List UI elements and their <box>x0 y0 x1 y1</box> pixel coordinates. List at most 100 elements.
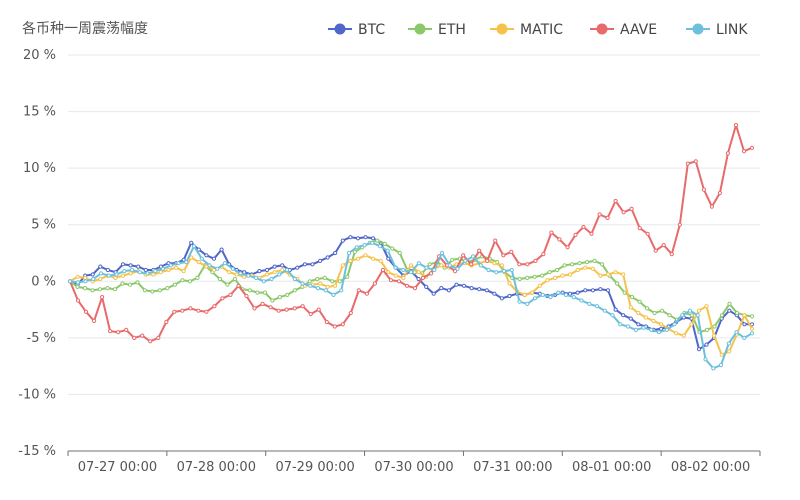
data-point <box>645 306 650 311</box>
legend-marker <box>596 23 608 35</box>
data-point <box>264 267 270 273</box>
data-point <box>718 362 724 368</box>
data-point <box>545 278 550 283</box>
data-point <box>501 269 507 274</box>
data-point <box>719 352 724 357</box>
legend-item-btc[interactable]: BTC <box>328 22 385 38</box>
data-point <box>90 288 95 293</box>
data-point <box>742 313 747 318</box>
data-point <box>703 357 708 362</box>
data-point <box>318 258 323 263</box>
data-point <box>712 333 717 338</box>
legend-item-matic[interactable]: MATIC <box>490 22 563 38</box>
data-point <box>129 267 135 273</box>
data-point <box>83 275 88 280</box>
data-point <box>672 322 677 327</box>
data-point <box>352 249 357 254</box>
data-point <box>345 274 350 279</box>
y-tick-label: 10 % <box>23 161 56 176</box>
data-point <box>247 288 252 293</box>
legend[interactable]: BTC ETH MATIC AAVE LINK <box>328 22 748 38</box>
data-point <box>530 290 535 295</box>
legend-item-aave[interactable]: AAVE <box>590 22 657 38</box>
data-point <box>180 308 185 313</box>
data-point <box>674 331 679 336</box>
data-point <box>310 262 315 267</box>
data-point <box>477 287 482 292</box>
x-tick-label: 08-02 00:00 <box>671 460 750 475</box>
data-point <box>583 288 588 293</box>
data-point <box>219 247 224 252</box>
data-point <box>356 288 361 293</box>
y-tick-label: -15 % <box>18 444 56 459</box>
y-tick-label: 5 % <box>31 218 56 233</box>
data-point <box>307 279 312 284</box>
data-point <box>272 270 277 275</box>
data-point <box>378 258 383 263</box>
data-point <box>114 272 119 277</box>
legend-label: ETH <box>438 22 466 38</box>
data-point <box>158 270 163 275</box>
data-point <box>187 279 192 284</box>
data-point <box>124 327 129 332</box>
data-point <box>667 313 672 318</box>
data-point <box>136 264 141 269</box>
data-point <box>641 325 646 330</box>
data-point <box>168 263 173 268</box>
data-point <box>431 291 436 296</box>
data-point <box>741 149 747 154</box>
data-point <box>734 330 739 335</box>
data-point <box>532 274 537 279</box>
data-point <box>140 333 145 338</box>
data-point <box>112 287 118 292</box>
data-point <box>105 267 111 273</box>
data-point <box>669 252 674 257</box>
data-point <box>446 288 451 293</box>
legend-label: BTC <box>358 22 385 38</box>
data-point <box>573 232 578 237</box>
data-point <box>661 243 666 248</box>
data-point <box>501 253 506 258</box>
data-point <box>689 322 694 327</box>
legend-item-link[interactable]: LINK <box>686 22 748 38</box>
legend-item-eth[interactable]: ETH <box>408 22 466 38</box>
data-point <box>590 288 596 293</box>
data-point <box>165 286 170 291</box>
data-point <box>727 308 732 313</box>
data-point <box>355 256 361 261</box>
data-point <box>453 269 458 274</box>
data-point <box>693 159 698 164</box>
series-link <box>67 240 755 371</box>
data-point <box>712 324 717 329</box>
data-point <box>105 286 110 291</box>
data-point <box>217 276 222 282</box>
data-point <box>615 281 620 286</box>
data-point <box>333 250 338 256</box>
data-point <box>549 230 554 235</box>
data-point <box>484 288 489 293</box>
data-point <box>348 258 353 263</box>
y-axis-ticks: -15 % -10 % -5 % 0 % 5 % 10 % 15 % 20 % <box>18 48 56 459</box>
data-point <box>348 235 353 240</box>
data-point <box>280 267 285 273</box>
x-tick-label: 07-27 00:00 <box>78 460 157 475</box>
data-point <box>228 292 233 297</box>
data-point <box>396 279 402 284</box>
data-point <box>469 286 474 291</box>
data-point <box>570 262 575 267</box>
data-point <box>181 269 186 274</box>
data-point <box>555 267 560 273</box>
data-point <box>709 204 715 209</box>
data-point <box>75 280 80 285</box>
data-point <box>719 313 725 318</box>
data-point <box>594 304 600 309</box>
data-point <box>90 272 95 277</box>
data-point <box>211 256 217 261</box>
data-point <box>613 307 618 312</box>
data-point <box>533 258 538 263</box>
data-point <box>659 326 664 331</box>
data-point <box>701 187 707 192</box>
data-point <box>625 324 631 329</box>
data-point <box>189 240 194 245</box>
data-point <box>416 261 421 266</box>
